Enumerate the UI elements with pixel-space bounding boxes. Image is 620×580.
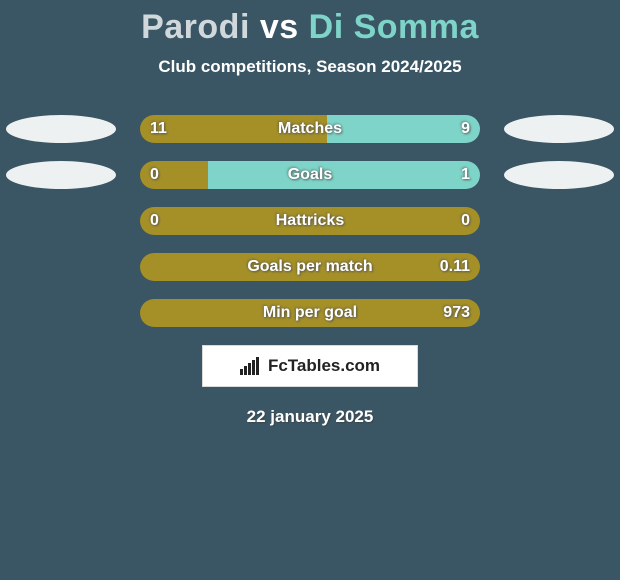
- stat-value-right: 9: [461, 115, 470, 143]
- stat-label: Goals: [140, 161, 480, 189]
- date-text: 22 january 2025: [0, 407, 620, 427]
- stat-value-left: 0: [150, 161, 159, 189]
- stat-label: Matches: [140, 115, 480, 143]
- stat-value-left: 0: [150, 207, 159, 235]
- player1-avatar: [6, 115, 116, 143]
- stat-row: Min per goal973: [0, 299, 620, 327]
- stat-row: Matches11 9: [0, 115, 620, 143]
- stat-row: Hattricks0 0: [0, 207, 620, 235]
- stat-value-right: 973: [443, 299, 470, 327]
- stat-label: Hattricks: [140, 207, 480, 235]
- stat-value-right: 0.11: [440, 253, 470, 281]
- stat-value-left: 11: [150, 115, 167, 143]
- comparison-infographic: Parodi vs Di Somma Club competitions, Se…: [0, 0, 620, 580]
- player2-avatar: [504, 115, 614, 143]
- player2-avatar: [504, 161, 614, 189]
- stat-label: Goals per match: [140, 253, 480, 281]
- stat-row: Goals per match0.11: [0, 253, 620, 281]
- stat-value-right: 1: [461, 161, 470, 189]
- site-logo: FcTables.com: [202, 345, 418, 387]
- player2-name: Di Somma: [309, 8, 479, 46]
- player1-name: Parodi: [141, 8, 250, 46]
- stats-chart: Matches119Goals01Hattricks00Goals per ma…: [0, 115, 620, 327]
- stat-row: Goals0 1: [0, 161, 620, 189]
- vs-text: vs: [260, 8, 299, 46]
- player1-avatar: [6, 161, 116, 189]
- stat-value-right: 0: [461, 207, 470, 235]
- title: Parodi vs Di Somma: [0, 0, 620, 47]
- stat-label: Min per goal: [140, 299, 480, 327]
- bar-chart-icon: [240, 357, 262, 375]
- site-logo-text: FcTables.com: [268, 356, 380, 376]
- subtitle: Club competitions, Season 2024/2025: [0, 57, 620, 77]
